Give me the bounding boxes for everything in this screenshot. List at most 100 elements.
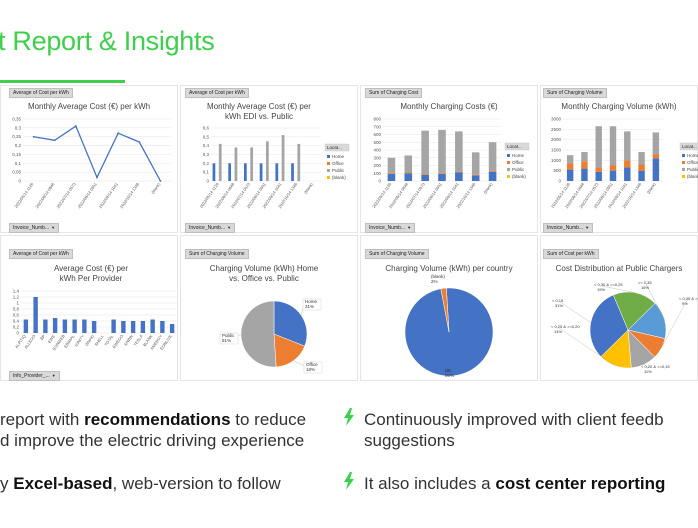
panel-monthly-charging-costs: Sum of Charging Cost Monthly Charging Co… xyxy=(360,85,538,233)
axis-field-chip[interactable]: Invoice_Numb... ▼ xyxy=(185,223,236,233)
bar xyxy=(275,163,279,181)
bullet-cost-center: It also includes a cost center reporting xyxy=(364,473,665,494)
legend-swatch xyxy=(327,169,330,172)
bullet-continuously-improved: Continuously improved with client feedb xyxy=(364,409,664,430)
value-field-chip[interactable]: Sum of Cost per kWh xyxy=(543,249,599,259)
bar xyxy=(624,167,631,181)
bullet-text: to reduce xyxy=(230,410,307,429)
bar xyxy=(624,131,631,161)
y-tick-label: 1,4 xyxy=(13,289,20,294)
axis-field-chip[interactable]: Invoice_Numb... ▼ xyxy=(543,223,594,233)
legend-swatch xyxy=(682,154,685,157)
y-tick-label: 0,6 xyxy=(13,313,20,318)
bar xyxy=(404,173,413,181)
legend-swatch xyxy=(507,175,510,178)
data-label-box xyxy=(303,361,323,374)
axis-field-chip[interactable]: Invoice_Numb... ▼ xyxy=(9,223,60,233)
slice-percent: 2% xyxy=(431,279,438,284)
slice-percent: 18% xyxy=(306,367,315,372)
data-point xyxy=(32,135,35,138)
y-tick-label: 0,15 xyxy=(12,152,21,157)
bar xyxy=(387,173,396,175)
chip-label: Sum of Charging Volume xyxy=(369,251,425,257)
value-field-chip[interactable]: Sum of Charging Volume xyxy=(543,88,607,98)
bar xyxy=(421,174,429,181)
legend-title: Locat... xyxy=(682,144,697,149)
legend-label: Office xyxy=(512,160,524,165)
y-tick-label: 0,2 xyxy=(13,325,20,330)
axis-field-chip[interactable]: Invoice_Numb... ▼ xyxy=(365,223,416,233)
y-tick-label: 0,1 xyxy=(203,170,210,175)
legend-swatch xyxy=(327,176,330,179)
y-tick-label: 0 xyxy=(18,179,21,184)
value-field-chip[interactable]: Average of Cost per kWh xyxy=(9,249,73,259)
dropdown-arrow-icon: ▼ xyxy=(51,373,56,378)
legend-swatch xyxy=(327,155,330,158)
value-field-chip[interactable]: Average of Cost per kWh xyxy=(9,88,73,98)
legend-title: Locat... xyxy=(327,145,342,150)
x-tick-label: TOTAL xyxy=(103,333,115,347)
y-tick-label: 0,2 xyxy=(15,143,22,148)
axis-field-chip[interactable]: Info_Provider_... ▼ xyxy=(9,371,60,381)
panel-avg-cost-edi-public: Average of Cost per kWh Monthly Average … xyxy=(180,85,358,233)
x-tick-label: SHELL xyxy=(93,333,105,347)
dropdown-arrow-icon: ▼ xyxy=(585,225,590,230)
value-field-chip[interactable]: Average of Cost per kWh xyxy=(185,88,249,98)
slice-percent: 14% xyxy=(554,329,562,334)
bar xyxy=(291,163,294,181)
bar xyxy=(581,161,588,169)
panel-volume-per-country: Sum of Charging Volume Charging Volume (… xyxy=(360,235,538,381)
legend-label: (blank) xyxy=(687,174,698,179)
chip-label: Average of Cost per kWh xyxy=(13,251,69,257)
bullet-continuously-improved-line2: suggestions xyxy=(364,430,455,451)
bullet-text: d improve the electric driving experienc… xyxy=(0,431,305,450)
slice-label: Home xyxy=(305,299,318,304)
x-tick-label: 2022/05/14 1126 xyxy=(13,181,35,209)
slice-label: >= 0,35 xyxy=(638,280,652,285)
series-line xyxy=(33,125,161,182)
bar xyxy=(609,165,617,171)
chip-label: Average of Cost per kWh xyxy=(13,90,69,96)
bar xyxy=(595,126,602,168)
title-underline xyxy=(0,80,125,83)
bar xyxy=(595,171,602,181)
x-tick-label: EWE xyxy=(47,333,57,344)
y-tick-label: 0,3 xyxy=(15,125,22,130)
bar xyxy=(404,172,413,174)
legend-label: Office xyxy=(687,160,698,165)
y-tick-label: 400 xyxy=(373,148,381,153)
y-tick-label: 500 xyxy=(373,140,381,145)
legend-label: Public xyxy=(687,167,698,172)
bullet-text: suggestions xyxy=(364,431,455,450)
chip-label: Invoice_Numb... xyxy=(547,225,584,231)
data-label-box xyxy=(302,298,322,311)
bar xyxy=(259,163,263,181)
y-tick-label: 0 xyxy=(206,179,209,184)
chip-label: Average of Cost per kWh xyxy=(189,90,245,96)
bar xyxy=(609,170,617,181)
y-tick-label: 3000 xyxy=(551,117,562,122)
chart-title: Monthly Charging Volume (kWh) xyxy=(561,102,677,111)
y-tick-label: 0,3 xyxy=(203,152,210,157)
bar xyxy=(652,154,660,159)
value-field-chip[interactable]: Sum of Charging Cost xyxy=(365,88,423,98)
bar xyxy=(566,169,574,181)
legend-field-chip xyxy=(324,143,350,152)
bar xyxy=(281,135,285,181)
legend-label: (blank) xyxy=(512,174,526,179)
value-field-chip[interactable]: Sum of Charging Volume xyxy=(185,249,249,259)
legend-swatch xyxy=(682,161,685,164)
chart-title: Charging Volume (kWh) Home vs. Office vs… xyxy=(209,264,319,283)
y-tick-label: 1 xyxy=(16,301,19,306)
slice-percent: 16% xyxy=(641,285,649,290)
y-tick-label: 0 xyxy=(378,179,381,184)
legend-label: Public xyxy=(512,167,525,172)
value-field-chip[interactable]: Sum of Charging Volume xyxy=(365,249,429,259)
chart-title: Average Cost (€) per kWh Per Provider xyxy=(53,264,129,283)
x-tick-label: TESLA xyxy=(132,333,144,347)
bar xyxy=(455,172,463,181)
y-tick-label: 600 xyxy=(373,132,381,137)
y-tick-label: 2000 xyxy=(551,137,562,142)
x-tick-label: 2022/07/14 0573 xyxy=(55,181,77,209)
